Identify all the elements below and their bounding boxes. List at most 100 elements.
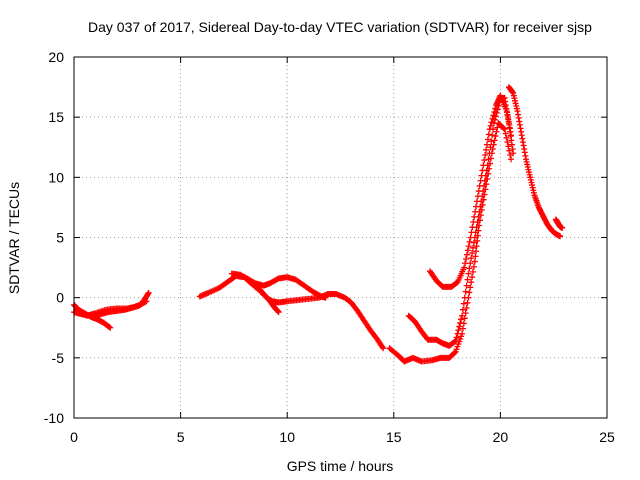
data-point	[505, 143, 512, 150]
data-point	[453, 334, 460, 341]
data-point	[460, 300, 467, 307]
data-point	[504, 139, 511, 146]
data-point	[501, 126, 508, 133]
data-point	[557, 233, 564, 240]
series-arc-11	[552, 216, 566, 231]
data-point	[510, 150, 517, 157]
data-point	[467, 260, 474, 267]
data-point	[482, 151, 489, 158]
data-point	[483, 141, 490, 148]
data-point	[506, 147, 513, 154]
data-point	[468, 279, 475, 286]
data-point	[142, 298, 149, 305]
y-tick-label: 20	[48, 49, 64, 65]
data-point	[468, 229, 475, 236]
y-tick-label: -10	[44, 410, 64, 426]
data-point	[467, 284, 474, 291]
data-point	[487, 144, 494, 151]
data-point	[466, 238, 473, 245]
data-point	[508, 156, 515, 163]
y-tick-label: -5	[52, 350, 65, 366]
data-point	[477, 177, 484, 184]
data-point	[106, 324, 113, 331]
data-point	[455, 327, 462, 334]
data-point	[480, 162, 487, 169]
data-point	[491, 137, 498, 144]
data-point	[456, 323, 463, 330]
data-point	[472, 208, 479, 215]
data-point	[488, 138, 495, 145]
data-point	[452, 337, 459, 344]
series-arc-6	[243, 274, 329, 301]
data-point	[473, 243, 480, 250]
data-point	[503, 134, 510, 141]
data-point	[486, 126, 493, 133]
data-point	[463, 251, 470, 258]
data-point	[559, 224, 566, 231]
y-tick-label: 15	[48, 109, 64, 125]
data-point	[466, 265, 473, 272]
data-point	[468, 255, 475, 262]
data-point	[473, 248, 480, 255]
data-point	[322, 294, 329, 301]
data-point	[461, 294, 468, 301]
series-arc-10	[505, 84, 564, 240]
data-point	[485, 131, 492, 138]
data-point	[473, 198, 480, 205]
data-point	[466, 289, 473, 296]
data-point	[469, 244, 476, 251]
data-point	[474, 237, 481, 244]
data-point	[458, 316, 465, 323]
data-point	[492, 133, 499, 140]
x-tick-label: 0	[70, 429, 78, 445]
data-point	[463, 282, 470, 289]
data-point	[459, 312, 466, 319]
data-point	[481, 157, 488, 164]
x-tick-label: 10	[279, 429, 295, 445]
grid	[74, 57, 607, 418]
data-point	[457, 319, 464, 326]
x-tick-label: 25	[599, 429, 615, 445]
data-point	[489, 132, 496, 139]
data-point	[486, 150, 493, 157]
data-point	[483, 146, 490, 153]
data-point	[465, 243, 472, 250]
data-point	[491, 109, 498, 116]
data-point	[469, 224, 476, 231]
data-point	[459, 325, 466, 332]
data-point	[502, 130, 509, 137]
y-tick-label: 10	[48, 169, 64, 185]
data-point	[461, 264, 468, 271]
y-tick-label: 0	[56, 290, 64, 306]
data-point	[478, 172, 485, 179]
data-point	[464, 299, 471, 306]
data-point	[474, 193, 481, 200]
data-point	[462, 255, 469, 262]
data-point	[507, 151, 514, 158]
data-point	[451, 338, 458, 345]
data-point	[459, 306, 466, 313]
data-point	[462, 288, 469, 295]
data-point	[493, 128, 500, 135]
data-point	[473, 203, 480, 210]
data-point	[492, 105, 499, 112]
x-tick-label: 5	[177, 429, 185, 445]
data-point	[145, 289, 152, 296]
data-point	[474, 232, 481, 239]
data-point	[470, 239, 477, 246]
data-point	[475, 188, 482, 195]
data-point	[380, 345, 387, 352]
data-point	[470, 263, 477, 270]
x-tick-label: 20	[493, 429, 509, 445]
data-point	[107, 324, 114, 331]
data-point	[462, 260, 469, 267]
data-point	[484, 136, 491, 143]
y-axis-label: SDTVAR / TECUs	[6, 182, 22, 294]
data-point	[143, 298, 150, 305]
data-point	[471, 258, 478, 265]
data-point	[472, 253, 479, 260]
data-point	[463, 304, 470, 311]
data-point	[488, 119, 495, 126]
data-point	[490, 141, 497, 148]
chart-title: Day 037 of 2017, Sidereal Day-to-day VTE…	[88, 19, 592, 35]
